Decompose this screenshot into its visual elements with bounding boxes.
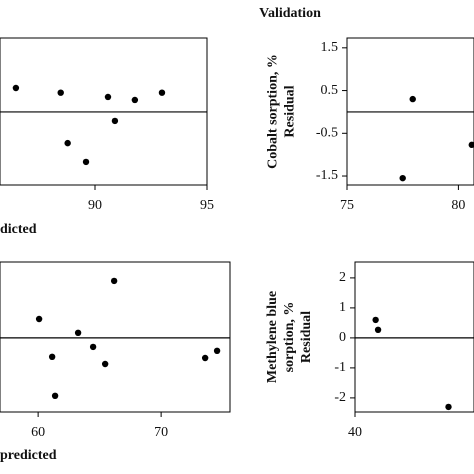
y-tick-label: 1 <box>339 300 346 315</box>
x-tick-label: 95 <box>200 198 214 213</box>
point <box>468 141 474 149</box>
y-axis-label: sorption, % <box>282 302 297 373</box>
point <box>57 89 64 96</box>
y-tick-label: 0 <box>339 330 346 345</box>
y-tick-label: 2 <box>339 270 346 285</box>
point <box>12 84 20 92</box>
point <box>213 347 221 354</box>
point <box>89 343 97 351</box>
x-tick-label: 80 <box>451 198 465 213</box>
point <box>74 329 82 336</box>
point <box>409 95 416 103</box>
point <box>372 316 379 324</box>
y-tick-label: 0.5 <box>321 83 339 98</box>
y-axis-label: Cobalt sorption, % <box>266 54 281 169</box>
x-axis-label: predicted <box>0 448 57 463</box>
y-tick-label: -1 <box>334 360 346 375</box>
point <box>51 392 59 399</box>
x-tick-label: 60 <box>31 425 45 440</box>
plot-frame <box>354 261 474 413</box>
point <box>101 360 109 368</box>
point <box>64 139 71 147</box>
point <box>399 174 406 182</box>
point <box>35 315 43 323</box>
y-tick-label: -2 <box>334 390 346 405</box>
y-axis-label: Methylene blue <box>265 291 280 383</box>
y-tick-label: 1.5 <box>321 40 339 55</box>
x-axis-label: dicted <box>0 222 37 237</box>
y-axis-label: Residual <box>299 311 314 363</box>
point <box>445 403 452 411</box>
plot-frame <box>0 261 231 413</box>
point <box>110 277 118 285</box>
point <box>201 354 209 362</box>
point <box>374 326 382 333</box>
y-tick-label: -1.5 <box>316 168 338 183</box>
point <box>111 117 119 125</box>
x-tick-label: 70 <box>154 425 168 440</box>
figure-title: Validation <box>259 6 321 21</box>
point <box>48 353 56 360</box>
x-tick-label: 40 <box>348 425 362 440</box>
y-tick-label: -0.5 <box>316 126 338 141</box>
x-tick-label: 75 <box>340 198 354 213</box>
x-tick-label: 90 <box>88 198 102 213</box>
point <box>131 96 139 104</box>
y-axis-label: Residual <box>283 85 298 137</box>
point <box>158 89 166 96</box>
point <box>82 158 90 166</box>
point <box>104 93 112 101</box>
